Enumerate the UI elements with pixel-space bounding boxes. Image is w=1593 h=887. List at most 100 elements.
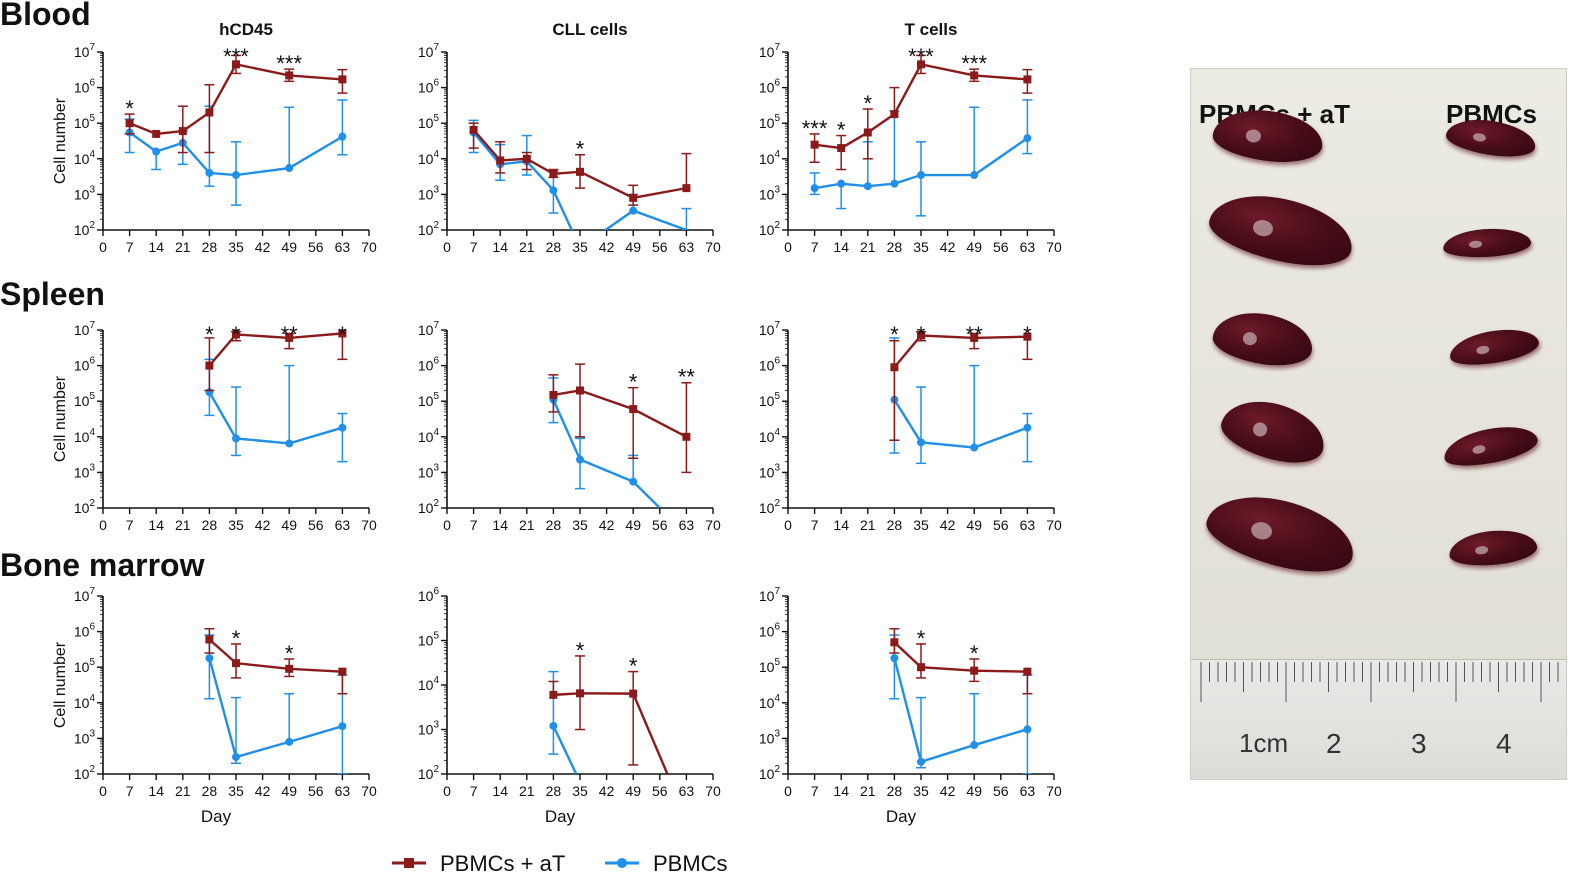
- significance-marker: *: [125, 96, 134, 121]
- x-tick-label: 70: [361, 239, 377, 255]
- data-point: [1023, 134, 1032, 143]
- x-tick-label: 21: [860, 783, 876, 799]
- ruler-label-3: 3: [1411, 728, 1427, 759]
- y-tick-label: 102: [759, 764, 781, 782]
- x-tick-label: 70: [1046, 239, 1062, 255]
- x-tick-label: 0: [443, 783, 451, 799]
- y-tick-label: 107: [74, 42, 96, 60]
- data-point: [576, 386, 584, 395]
- y-tick-label: 105: [759, 657, 781, 675]
- data-point: [629, 206, 638, 215]
- data-point: [285, 737, 294, 746]
- chart-6: 102 103 104 105 106 107 0 7 14 21 28 35 42 49 56 63 70 Ce…: [52, 586, 377, 826]
- data-point: [232, 330, 240, 339]
- x-tick-label: 63: [335, 239, 351, 255]
- data-point: [629, 193, 638, 202]
- legend-label: PBMCs + aT: [440, 851, 565, 876]
- significance-marker: **: [281, 322, 299, 347]
- series-line: [893, 641, 1028, 673]
- significance-marker: *: [338, 322, 347, 347]
- data-point: [917, 438, 925, 447]
- data-point: [205, 168, 214, 177]
- significance-marker: *: [205, 322, 214, 347]
- x-tick-label: 28: [202, 517, 218, 533]
- data-point: [232, 171, 240, 180]
- data-point: [917, 60, 925, 69]
- x-tick-label: 0: [99, 783, 107, 799]
- series-pbmcs: [889, 634, 1033, 774]
- chart-1: 102 103 104 105 106 107 0 7 14 21 28 35 42 49 56 63 70 CL…: [418, 20, 721, 255]
- significance-marker: *: [917, 322, 926, 347]
- significance-marker: *: [1023, 322, 1032, 347]
- y-tick-label: 104: [759, 693, 781, 711]
- y-tick-label: 102: [759, 498, 781, 516]
- data-point: [629, 405, 638, 414]
- data-point: [338, 667, 347, 676]
- x-tick-label: 70: [1046, 783, 1062, 799]
- data-point: [810, 184, 819, 193]
- series-pbmcs-at: [548, 655, 669, 774]
- y-tick-label: 103: [418, 720, 440, 738]
- data-point: [285, 333, 294, 342]
- ruler-label-1cm: 1cm: [1239, 728, 1289, 758]
- series-line: [208, 638, 343, 673]
- y-tick-label: 103: [759, 184, 781, 202]
- data-point: [863, 182, 872, 191]
- data-point: [837, 144, 846, 153]
- series-line: [552, 399, 661, 508]
- x-tick-label: 14: [492, 517, 508, 533]
- x-tick-label: 49: [966, 239, 982, 255]
- x-tick-label: 7: [126, 517, 134, 533]
- series-pbmcs: [204, 358, 348, 463]
- y-tick-label: 106: [74, 356, 96, 374]
- y-tick-label: 107: [759, 42, 781, 60]
- series-pbmcs: [548, 670, 578, 774]
- series-line: [893, 334, 1028, 369]
- data-point: [890, 654, 899, 663]
- data-point: [285, 439, 294, 448]
- y-tick-label: 104: [418, 427, 440, 445]
- significance-marker: *: [285, 641, 294, 666]
- chart-3: 102 103 104 105 106 107 0 7 14 21 28 35 42 49 56 63 70 Ce…: [52, 320, 377, 533]
- y-tick-label: 106: [759, 356, 781, 374]
- x-tick-label: 14: [148, 517, 164, 533]
- y-tick-label: 103: [74, 728, 96, 746]
- data-point: [496, 156, 505, 165]
- y-tick-label: 105: [759, 391, 781, 409]
- x-tick-label: 56: [652, 783, 668, 799]
- spleen-right-3: [1446, 323, 1542, 371]
- significance-marker: *: [837, 118, 846, 143]
- y-axis-label: Cell number: [52, 641, 69, 728]
- data-point: [890, 638, 899, 647]
- data-point: [152, 129, 161, 138]
- legend-marker: [404, 858, 414, 868]
- y-tick-label: 104: [74, 693, 96, 711]
- x-tick-label: 28: [546, 517, 562, 533]
- y-tick-label: 106: [74, 78, 96, 96]
- data-point: [285, 164, 294, 173]
- ruler-ticks: [1200, 662, 1559, 702]
- series-line: [129, 62, 343, 136]
- x-tick-label: 28: [887, 239, 903, 255]
- x-tick-label: 56: [993, 239, 1009, 255]
- significance-marker: *: [232, 322, 241, 347]
- x-tick-label: 0: [443, 517, 451, 533]
- data-point: [285, 71, 294, 80]
- x-tick-label: 49: [625, 239, 641, 255]
- spleen-photo: PBMCs + aT PBMCs 1cm 2 3 4: [1190, 68, 1567, 780]
- data-point: [970, 333, 979, 342]
- data-point: [205, 654, 214, 663]
- significance-marker: *: [864, 91, 873, 116]
- x-tick-label: 28: [887, 517, 903, 533]
- y-tick-label: 103: [418, 184, 440, 202]
- x-tick-label: 63: [679, 239, 695, 255]
- data-point: [576, 167, 584, 176]
- x-tick-label: 56: [652, 239, 668, 255]
- data-point: [338, 722, 347, 731]
- x-tick-label: 7: [470, 783, 478, 799]
- significance-marker: *: [629, 370, 638, 395]
- legend: PBMCs + aT PBMCs: [392, 851, 728, 876]
- chart-7: 102 103 104 105 106 0 7 14 21 28 35 42 49 56 63 70 Day * *: [418, 586, 721, 826]
- x-tick-label: 63: [1020, 239, 1036, 255]
- x-tick-label: 42: [255, 239, 271, 255]
